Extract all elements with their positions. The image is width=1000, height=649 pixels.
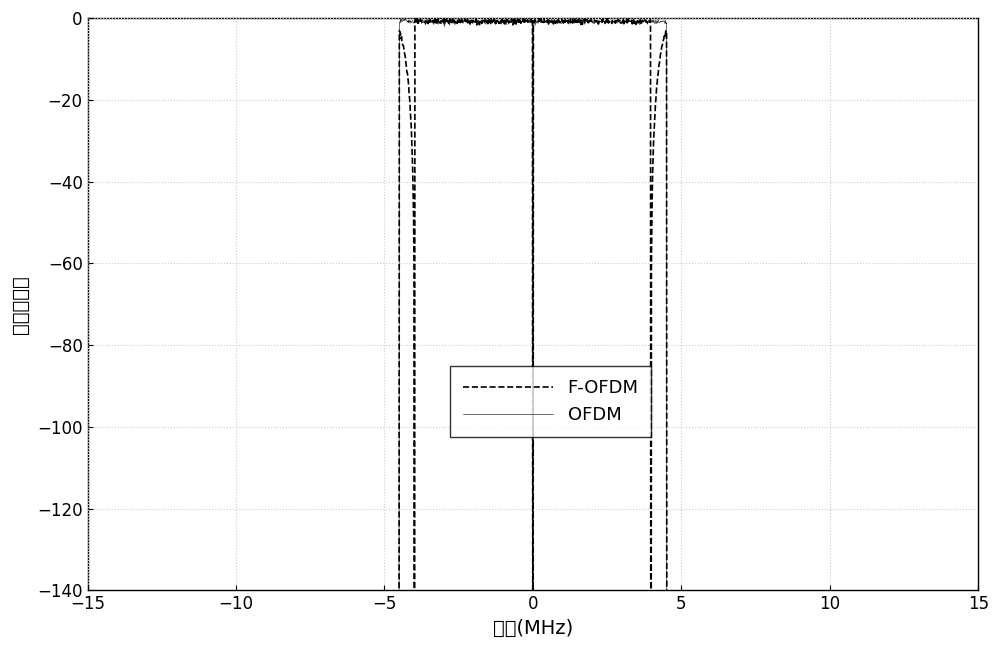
OFDM [412,18,424,26]
F-OFDM [538,14,550,22]
OFDM [548,14,560,22]
Legend: F-OFDM, OFDM: F-OFDM, OFDM [450,367,651,437]
Y-axis label: 功率谱密度: 功率谱密度 [11,275,30,334]
X-axis label: 频域(MHz): 频域(MHz) [493,619,573,638]
Line: OFDM: OFDM [88,18,978,649]
Line: F-OFDM: F-OFDM [88,18,978,649]
F-OFDM [412,16,424,24]
F-OFDM [617,16,629,24]
OFDM [618,17,630,25]
